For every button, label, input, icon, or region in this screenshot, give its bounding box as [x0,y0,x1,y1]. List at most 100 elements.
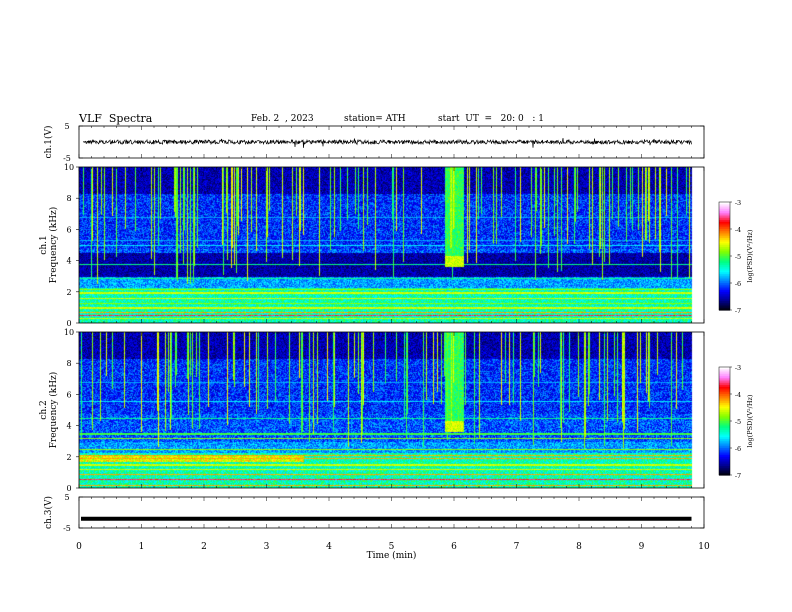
colorbar-swatch [719,232,730,235]
colorbar-swatch [719,209,730,212]
y-axis-label-channel: ch.2 [39,400,49,419]
colorbar-tick-label: -4 [735,226,741,234]
y-axis-label: ch.1(V) [43,126,54,159]
colorbar-swatch [719,410,730,413]
colorbar-swatch [719,383,730,386]
x-tick-label: 5 [389,542,395,552]
colorbar-swatch [719,295,730,298]
colorbar-swatch [719,439,730,442]
colorbar-swatch [719,286,730,289]
colorbar-swatch [719,381,730,384]
colorbar-swatch [719,412,730,415]
colorbar-swatch [719,218,730,221]
colorbar-tick-label: -6 [735,280,741,288]
x-tick-label: 7 [514,542,520,552]
y-tick-label: 8 [66,359,71,368]
colorbar-swatch [719,424,730,427]
colorbar-swatch [719,229,730,232]
colorbar-swatch [719,451,730,454]
colorbar-tick-label: -7 [735,472,741,480]
colorbar-swatch [719,270,730,273]
colorbar-swatch [719,256,730,259]
colorbar-tick-label: -5 [735,253,741,261]
colorbar-swatch [719,374,730,377]
y-axis-label-frequency: Frequency (kHz) [48,372,59,449]
colorbar-swatch [719,266,730,270]
y-tick-label: 4 [66,422,71,431]
colorbar-swatch [719,245,730,248]
colorbar-swatch [719,377,730,381]
colorbar-swatch [719,221,730,225]
colorbar-swatch [719,239,730,243]
colorbar-swatch [719,462,730,465]
colorbar-tick-label: -3 [735,199,741,207]
colorbar-swatch [719,467,730,471]
y-tick-label: 5 [64,122,69,131]
colorbar-swatch [719,430,730,433]
y-tick-label: 6 [66,225,71,234]
colorbar-swatch [719,403,730,406]
y-tick-label: -5 [63,154,71,163]
colorbar-swatch [719,308,730,311]
x-tick-label: 9 [639,542,645,552]
x-tick-label: 4 [326,542,332,552]
spectrogram-image-ch1 [79,167,704,323]
colorbar-swatch [719,426,730,429]
colorbar-swatch [719,297,730,300]
colorbar-swatch [719,469,730,472]
colorbar-swatch [719,243,730,246]
colorbar-swatch [719,404,730,408]
colorbar-swatch [719,435,730,438]
colorbar-swatch [719,292,730,295]
colorbar-swatch [719,304,730,307]
colorbar-swatch [719,236,730,239]
colorbar-swatch [719,301,730,304]
colorbar-swatch [719,394,730,397]
colorbar-swatch [719,376,730,379]
colorbar-swatch [719,397,730,400]
colorbar-swatch [719,272,730,275]
colorbar-swatch [719,390,730,393]
colorbar-swatch [719,306,730,309]
colorbar-swatch [719,406,730,409]
colorbar-swatch [719,207,730,210]
x-tick-label: 1 [139,542,145,552]
colorbar-swatch [719,448,730,451]
colorbar-swatch [719,223,730,226]
y-axis-label-frequency: Frequency (kHz) [48,207,59,284]
y-tick-label: 10 [64,163,74,172]
x-axis-label: Time (min) [367,550,417,561]
colorbar-swatch [719,368,730,372]
x-tick-label: 3 [264,542,270,552]
x-tick-label: 6 [451,542,457,552]
colorbar-swatch [719,259,730,262]
colorbar-swatch [719,268,730,271]
colorbar-swatch [719,283,730,286]
colorbar-swatch [719,281,730,284]
colorbar-swatch [719,442,730,445]
colorbar-swatch [719,225,730,228]
chart-title: VLF Spectra [79,112,153,125]
colorbar-swatch [719,440,730,444]
colorbar-swatch [719,372,730,375]
colorbar-tick-label: -6 [735,445,741,453]
colorbar-swatch [719,205,730,208]
colorbar-swatch [719,302,730,306]
colorbar-swatch [719,203,730,207]
colorbar-swatch [719,433,730,436]
colorbar-swatch [719,379,730,382]
station-label: station= ATH [344,114,406,124]
spectrogram-image-ch2 [79,332,704,488]
colorbar-swatch [719,466,730,469]
colorbar-swatch [719,299,730,302]
y-tick-label: 0 [66,484,71,493]
x-tick-label: 10 [698,542,710,552]
colorbar-swatch [719,230,730,234]
y-tick-label: 0 [66,319,71,328]
y-axis-label: ch.3(V) [43,496,54,529]
x-tick-label: 2 [201,542,207,552]
colorbar-swatch [719,370,730,373]
colorbar-swatch [719,413,730,417]
colorbar-swatch [719,386,730,390]
